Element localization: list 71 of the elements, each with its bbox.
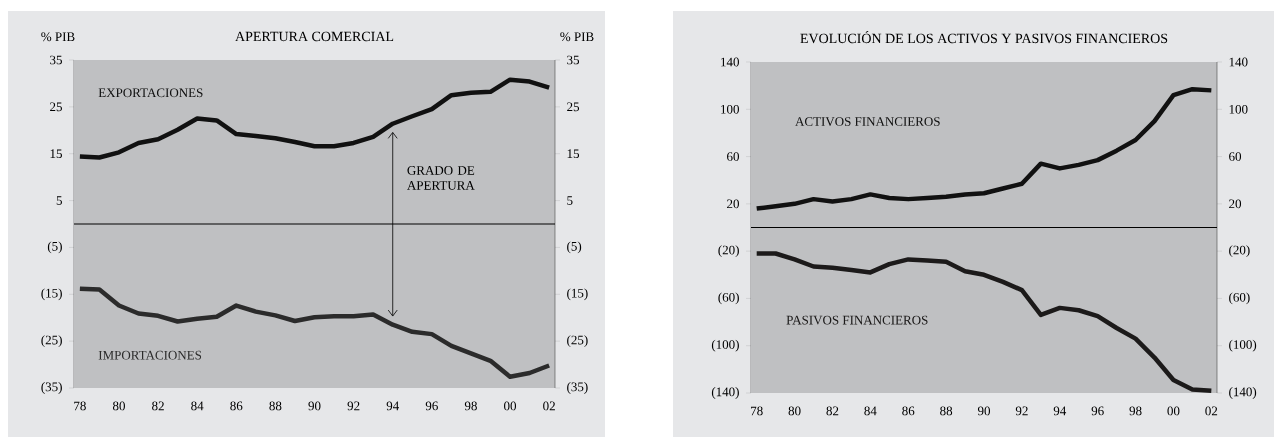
y2-tick-label: (60)	[718, 292, 739, 305]
y2-tick-label: (35)	[567, 382, 588, 394]
y2-tick-label: 25	[567, 102, 580, 112]
x-tick-label: 90	[308, 401, 321, 411]
x-tick-label: 96	[425, 401, 438, 411]
y-tick-label: (140)	[1229, 387, 1257, 399]
x-tick-label: 88	[940, 406, 953, 416]
text: PASIVOS FINANCIEROS	[786, 315, 928, 325]
text: ACTIVOS FINANCIEROS	[795, 117, 940, 126]
y2-tick-label: 60	[727, 152, 739, 161]
y2-tick-label: 100	[721, 104, 739, 114]
x-tick-label: 84	[864, 406, 877, 416]
y2-tick-label: (15)	[567, 288, 588, 301]
y2-tick-label: 140	[721, 57, 739, 67]
y-tick-label: (15)	[41, 288, 62, 301]
y-tick-label: (5)	[47, 241, 62, 254]
x-tick-label: 90	[977, 406, 991, 416]
y-tick-label: (100)	[1229, 339, 1257, 352]
y-tick-label: (35)	[41, 382, 62, 394]
x-tick-label: 86	[902, 406, 915, 416]
x-tick-label: 98	[1129, 406, 1142, 416]
x-tick-label: 82	[826, 406, 839, 416]
y2-axis-title: % PIB	[560, 32, 594, 42]
y-tick-label: 25	[50, 102, 62, 112]
x-tick-label: 02	[543, 401, 555, 411]
text: IMPORTACIONES	[98, 350, 202, 360]
x-tick-label: 00	[1167, 406, 1180, 416]
y2-tick-label: 35	[567, 55, 580, 65]
y2-tick-label: (25)	[567, 335, 588, 348]
y-tick-label: 60	[1229, 152, 1242, 161]
line-series	[77, 286, 552, 379]
x-tick-label: 98	[464, 401, 477, 411]
x-tick-label: 84	[191, 401, 204, 411]
y-tick-label: 35	[50, 55, 62, 65]
x-tick-label: 80	[788, 406, 801, 416]
y-tick-label: 15	[50, 149, 62, 159]
y2-tick-label: (5)	[567, 241, 582, 254]
x-tick-label: 82	[152, 401, 164, 411]
x-tick-label: 94	[1053, 406, 1067, 416]
series-label: EXPORTACIONES	[98, 88, 203, 98]
y-tick-label: (25)	[41, 335, 62, 348]
x-tick-label: 92	[347, 401, 360, 411]
line-series	[77, 77, 552, 160]
y-tick-label: (20)	[1229, 245, 1250, 258]
y2-tick-label: 15	[567, 149, 580, 159]
x-tick-label: 78	[74, 401, 86, 411]
y2-tick-label: 5	[567, 196, 573, 205]
y2-tick-label: 20	[727, 199, 739, 209]
x-tick-label: 96	[1091, 406, 1104, 416]
x-tick-label: 94	[386, 401, 400, 411]
line-series	[754, 251, 1214, 393]
x-tick-label: 00	[504, 401, 517, 411]
y-tick-label: 140	[1229, 57, 1248, 67]
y2-tick-label: (20)	[718, 245, 739, 258]
y-tick-label: (60)	[1229, 292, 1250, 305]
y-axis-title: % PIB	[41, 32, 75, 42]
y-tick-label: 100	[1229, 104, 1248, 114]
chart-title: APERTURA COMERCIAL	[235, 31, 394, 42]
x-tick-label: 92	[1015, 406, 1028, 416]
line-series	[754, 86, 1214, 211]
x-tick-label: 86	[230, 401, 243, 411]
x-tick-label: 80	[112, 401, 125, 411]
y2-tick-label: (100)	[711, 339, 739, 352]
y-tick-label: 20	[1229, 199, 1242, 209]
y2-tick-label: (140)	[711, 387, 739, 399]
x-tick-label: 78	[751, 406, 763, 416]
annotation: GRADO DE APERTURA	[407, 166, 475, 190]
x-tick-label: 02	[1205, 406, 1218, 416]
x-tick-label: 88	[269, 401, 282, 411]
chart-title: EVOLUCIÓN DE LOS ACTIVOS Y PASIVOS FINANCIEROS	[800, 30, 1168, 44]
y-tick-label: 5	[56, 196, 62, 205]
